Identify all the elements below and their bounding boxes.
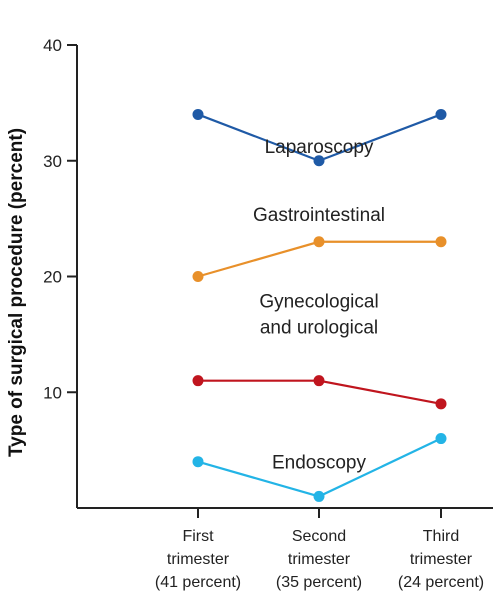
x-tick-label: trimester: [167, 551, 230, 568]
x-tick-label: (35 percent): [276, 574, 362, 591]
data-point: [313, 155, 325, 167]
y-axis-title: Type of surgical procedure (percent): [6, 128, 27, 457]
data-point: [313, 490, 325, 502]
y-tick-label: 40: [43, 36, 62, 55]
data-point: [435, 236, 447, 248]
x-tick-label: First: [182, 528, 214, 545]
data-point: [313, 375, 325, 387]
x-tick-label: trimester: [410, 551, 473, 568]
x-tick-label: trimester: [288, 551, 351, 568]
data-point: [313, 236, 325, 248]
data-point: [435, 108, 447, 120]
y-tick-label: 10: [43, 383, 62, 402]
series-label: and urological: [260, 318, 378, 339]
x-tick-label: (41 percent): [155, 574, 241, 591]
data-point: [192, 108, 204, 120]
y-tick-label: 30: [43, 152, 62, 171]
x-tick-label: (24 percent): [398, 574, 484, 591]
series-label: Laparoscopy: [265, 137, 374, 158]
y-tick-label: 20: [43, 268, 62, 287]
x-tick-label: Third: [423, 528, 459, 545]
data-point: [192, 375, 204, 387]
series-label: Gynecological: [259, 292, 378, 313]
series-label: Endoscopy: [272, 452, 367, 473]
x-tick-label: Second: [292, 528, 346, 545]
data-point: [192, 271, 204, 282]
data-point: [435, 398, 447, 410]
series-labels: Laparoscopy Gastrointestinal Gynecological…: [253, 137, 385, 474]
axes: 10 20 30 40 First trimester (41 percent) Second…: [43, 36, 493, 591]
series-label: Gastrointestinal: [253, 205, 385, 226]
series-layer: [192, 108, 447, 502]
data-point: [192, 456, 204, 468]
data-point: [435, 433, 447, 445]
